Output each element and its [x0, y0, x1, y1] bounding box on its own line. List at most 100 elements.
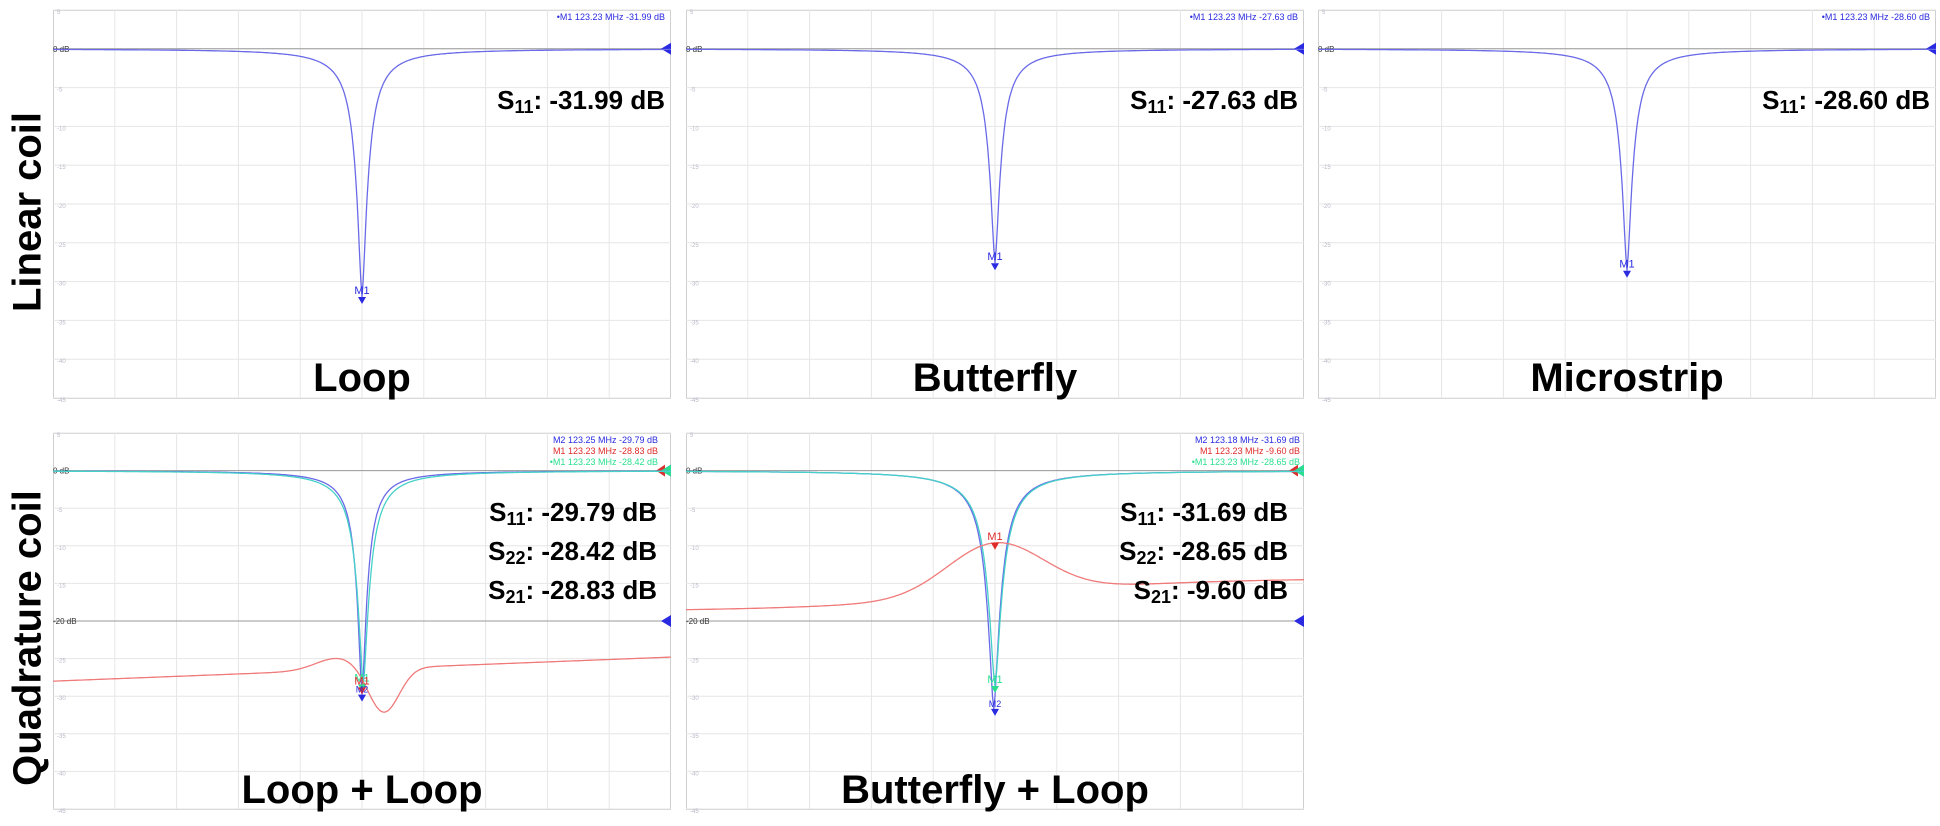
s-param-value: : -28.60 dB [1798, 85, 1931, 115]
y-tick-label: -20 [57, 204, 66, 210]
series-s22 [53, 470, 671, 685]
y-tick-label: -45 [57, 809, 66, 815]
y-tick-label: -25 [57, 659, 66, 665]
s-param-symbol: S [1762, 85, 1780, 115]
y-tick-label: -40 [57, 359, 66, 365]
row-label-quadrature: Quadrature coil [5, 490, 50, 786]
y-tick-label: -10 [690, 126, 699, 132]
marker-m1: M1 [354, 675, 370, 695]
s-param-symbol: S [1130, 85, 1148, 115]
marker-m1: M1 [354, 285, 370, 305]
y-tick-label: -30 [57, 696, 66, 702]
y-tick-label: -30 [57, 282, 66, 288]
y-tick-label: -40 [57, 771, 66, 777]
series-s22 [686, 470, 1304, 687]
s-param-subscript: 11 [1137, 509, 1157, 529]
svg-text:M1: M1 [987, 531, 1002, 543]
s-parameter-values: S11: -28.60 dB [1762, 84, 1930, 123]
svg-text:M1: M1 [1619, 259, 1634, 271]
s-param-subscript: 21 [505, 587, 526, 607]
y-tick-label: -45 [1322, 398, 1331, 404]
s-param-symbol: S [497, 85, 515, 115]
marker-readout-box: •M1 123.23 MHz -31.99 dB [557, 12, 665, 23]
y-tick-label: -35 [690, 734, 699, 740]
y-tick-label: -30 [690, 696, 699, 702]
panel-title-loop-plus-loop: Loop + Loop [241, 768, 483, 812]
marker-readout-box: M2 123.25 MHz -29.79 dB M1 123.23 MHz -28… [550, 435, 658, 468]
y-tick-label: -40 [690, 771, 699, 777]
series-s21 [52, 656, 671, 713]
y-tick-label: -45 [690, 809, 699, 815]
svg-text:M2: M2 [356, 685, 369, 695]
marker-m2: M2 [989, 699, 1001, 716]
s-param-value: : -29.79 dB [525, 497, 658, 527]
s-value-line: S21: -9.60 dB [1119, 574, 1288, 613]
s-param-symbol: S [488, 575, 506, 605]
s-value-line: S22: -28.65 dB [1119, 535, 1288, 574]
series-s11 [686, 48, 1304, 264]
series-s11 [53, 48, 671, 298]
y-tick-label: -45 [57, 398, 66, 404]
s-parameter-values: S11: -27.63 dB [1130, 84, 1298, 123]
marker-readout: •M1 123.23 MHz -27.63 dB [1189, 12, 1298, 22]
y-tick-label: -35 [690, 320, 699, 326]
s-value-line: S11: -27.63 dB [1130, 84, 1298, 123]
y-tick-label: 5 [1322, 10, 1326, 16]
s-param-value: : -28.83 dB [525, 575, 658, 605]
marker-readout: M1 123.23 MHz -28.83 dB [552, 446, 658, 456]
s-param-value: : -28.42 dB [525, 536, 658, 566]
s-param-value: : -27.63 dB [1166, 85, 1299, 115]
y-tick-label: -5 [690, 88, 696, 94]
s-param-symbol: S [488, 536, 506, 566]
s-value-line: S22: -28.42 dB [488, 535, 657, 574]
y-tick-label: -30 [690, 282, 699, 288]
s-param-symbol: S [489, 497, 507, 527]
s-param-subscript: 22 [505, 548, 526, 568]
s-param-symbol: S [1120, 497, 1138, 527]
y-tick-label: -25 [690, 243, 699, 249]
y-tick-label: -25 [690, 659, 699, 665]
s-parameter-values: S11: -31.99 dB [497, 84, 665, 123]
svg-text:M1: M1 [987, 251, 1002, 263]
reference-label: -20 dB [53, 617, 77, 626]
marker-readout-box: •M1 123.23 MHz -28.60 dB [1822, 12, 1930, 23]
reference-arrow-icon [1289, 464, 1298, 477]
s-param-value: : -9.60 dB [1170, 575, 1288, 605]
y-tick-label: 5 [690, 10, 694, 16]
panel-title-butterfly-plus-loop: Butterfly + Loop [841, 768, 1149, 812]
svg-text:M1: M1 [987, 674, 1002, 686]
y-tick-label: -5 [57, 508, 63, 514]
panel-title-butterfly: Butterfly [912, 356, 1078, 400]
y-tick-label: -20 [1322, 204, 1331, 210]
y-tick-label: -15 [690, 583, 699, 589]
y-tick-label: -40 [690, 359, 699, 365]
y-tick-label: -25 [1322, 243, 1331, 249]
s-param-value: : -31.69 dB [1156, 497, 1289, 527]
s-param-subscript: 11 [506, 509, 526, 529]
marker-readout: M2 123.18 MHz -31.69 dB [1194, 435, 1300, 445]
series-s11 [1318, 48, 1936, 271]
y-tick-label: 5 [57, 10, 61, 16]
s-value-line: S21: -28.83 dB [488, 574, 657, 613]
y-tick-label: 5 [57, 433, 61, 439]
reference-arrow-icon [1294, 615, 1304, 627]
s-value-line: S11: -31.99 dB [497, 84, 665, 123]
s-param-subscript: 11 [1147, 97, 1167, 117]
y-tick-label: -40 [1322, 359, 1331, 365]
y-tick-label: -45 [690, 398, 699, 404]
marker-readout-box: •M1 123.23 MHz -27.63 dB [1190, 12, 1298, 23]
s-param-value: : -31.99 dB [533, 85, 666, 115]
marker-readout: •M1 123.23 MHz -28.60 dB [1821, 12, 1930, 22]
y-tick-label: -10 [57, 546, 66, 552]
y-tick-label: -10 [1322, 126, 1331, 132]
y-tick-label: -5 [1322, 88, 1328, 94]
y-tick-label: -35 [57, 320, 66, 326]
panel-title-loop: Loop [313, 356, 411, 400]
reference-arrow-icon [661, 42, 671, 55]
y-tick-label: -15 [57, 165, 66, 171]
marker-readout: •M1 123.23 MHz -31.99 dB [556, 12, 665, 22]
s-param-subscript: 11 [1779, 97, 1799, 117]
panel-title-microstrip: Microstrip [1530, 356, 1724, 400]
